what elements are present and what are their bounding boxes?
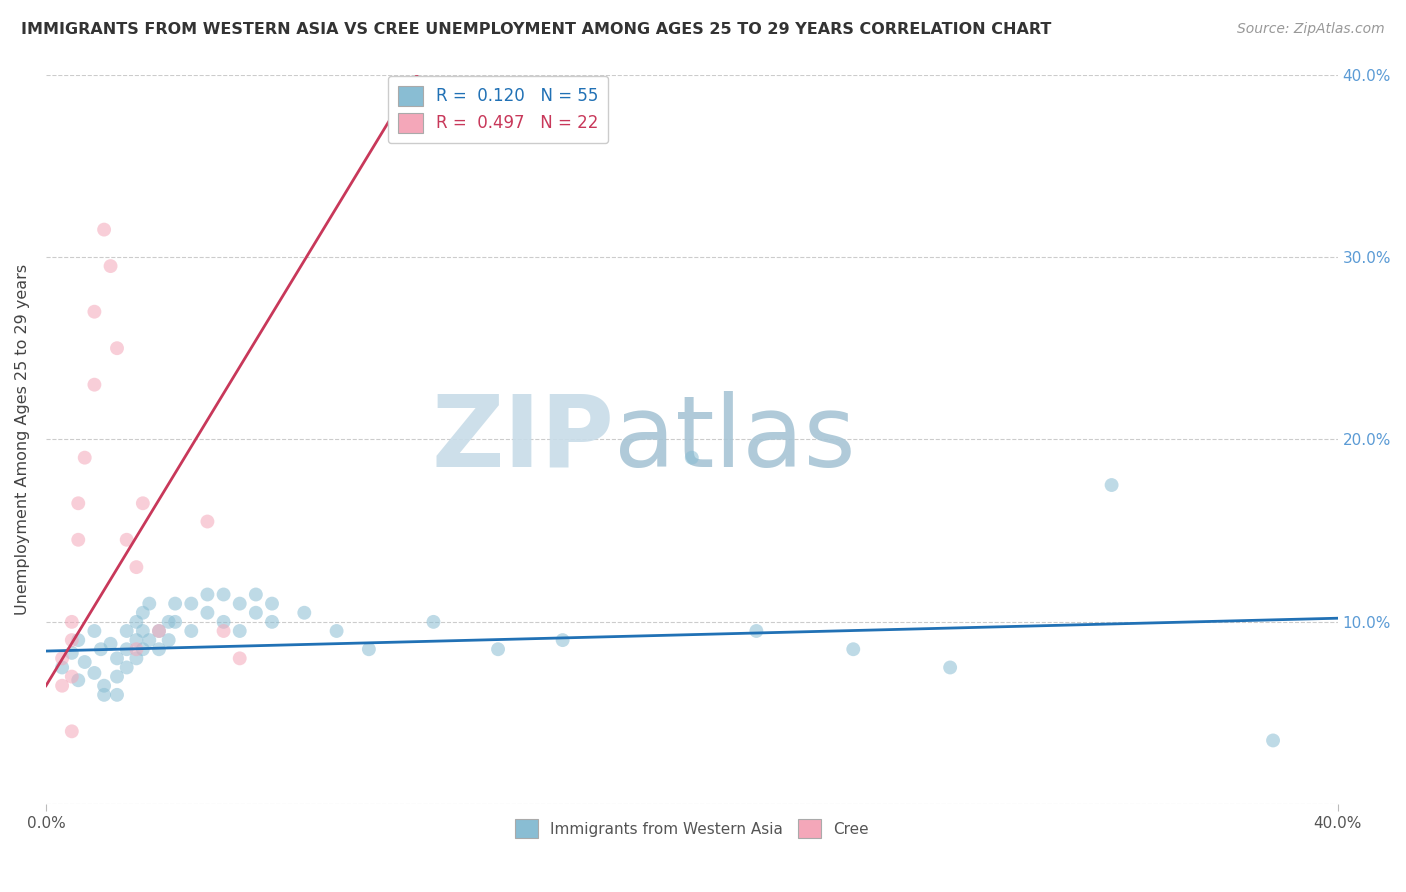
Point [1261,733,1284,747]
Point [67,633,90,648]
Y-axis label: Unemployment Among Ages 25 to 29 years: Unemployment Among Ages 25 to 29 years [15,264,30,615]
Point [260,615,283,629]
Point [132,642,155,657]
Point [148,624,170,638]
Point [83,377,105,392]
Point [842,642,865,657]
Point [422,615,444,629]
Point [51,660,73,674]
Point [125,651,148,665]
Legend: Immigrants from Western Asia, Cree: Immigrants from Western Asia, Cree [509,814,875,844]
Point [212,587,235,601]
Point [115,660,138,674]
Point [83,665,105,680]
Point [745,624,768,638]
Point [115,533,138,547]
Point [165,615,187,629]
Point [105,341,128,355]
Point [132,606,155,620]
Text: atlas: atlas [614,391,856,488]
Point [939,660,962,674]
Point [228,651,250,665]
Point [551,633,574,648]
Point [148,624,170,638]
Point [60,633,83,648]
Text: ZIP: ZIP [432,391,614,488]
Point [105,670,128,684]
Point [100,259,122,273]
Point [197,606,219,620]
Point [197,587,219,601]
Point [245,606,267,620]
Point [125,615,148,629]
Point [67,496,90,510]
Point [180,597,202,611]
Point [681,450,703,465]
Point [132,624,155,638]
Point [115,642,138,657]
Point [325,624,347,638]
Point [93,222,115,236]
Point [105,688,128,702]
Point [67,533,90,547]
Point [83,304,105,318]
Point [157,633,180,648]
Point [93,688,115,702]
Point [67,673,90,688]
Point [212,615,235,629]
Point [125,560,148,574]
Point [212,624,235,638]
Point [125,633,148,648]
Point [125,642,148,657]
Point [105,651,128,665]
Point [60,670,83,684]
Point [357,642,380,657]
Point [228,624,250,638]
Point [180,624,202,638]
Point [165,597,187,611]
Point [90,642,112,657]
Point [115,624,138,638]
Point [73,450,96,465]
Text: Source: ZipAtlas.com: Source: ZipAtlas.com [1237,22,1385,37]
Point [51,651,73,665]
Point [138,597,160,611]
Point [228,597,250,611]
Point [260,597,283,611]
Point [100,637,122,651]
Point [73,655,96,669]
Point [138,633,160,648]
Point [197,515,219,529]
Point [157,615,180,629]
Point [245,587,267,601]
Point [60,724,83,739]
Point [132,496,155,510]
Point [93,679,115,693]
Point [148,642,170,657]
Point [486,642,509,657]
Point [60,646,83,660]
Point [292,606,315,620]
Point [51,679,73,693]
Text: IMMIGRANTS FROM WESTERN ASIA VS CREE UNEMPLOYMENT AMONG AGES 25 TO 29 YEARS CORR: IMMIGRANTS FROM WESTERN ASIA VS CREE UNE… [21,22,1052,37]
Point [83,624,105,638]
Point [1101,478,1123,492]
Point [60,615,83,629]
